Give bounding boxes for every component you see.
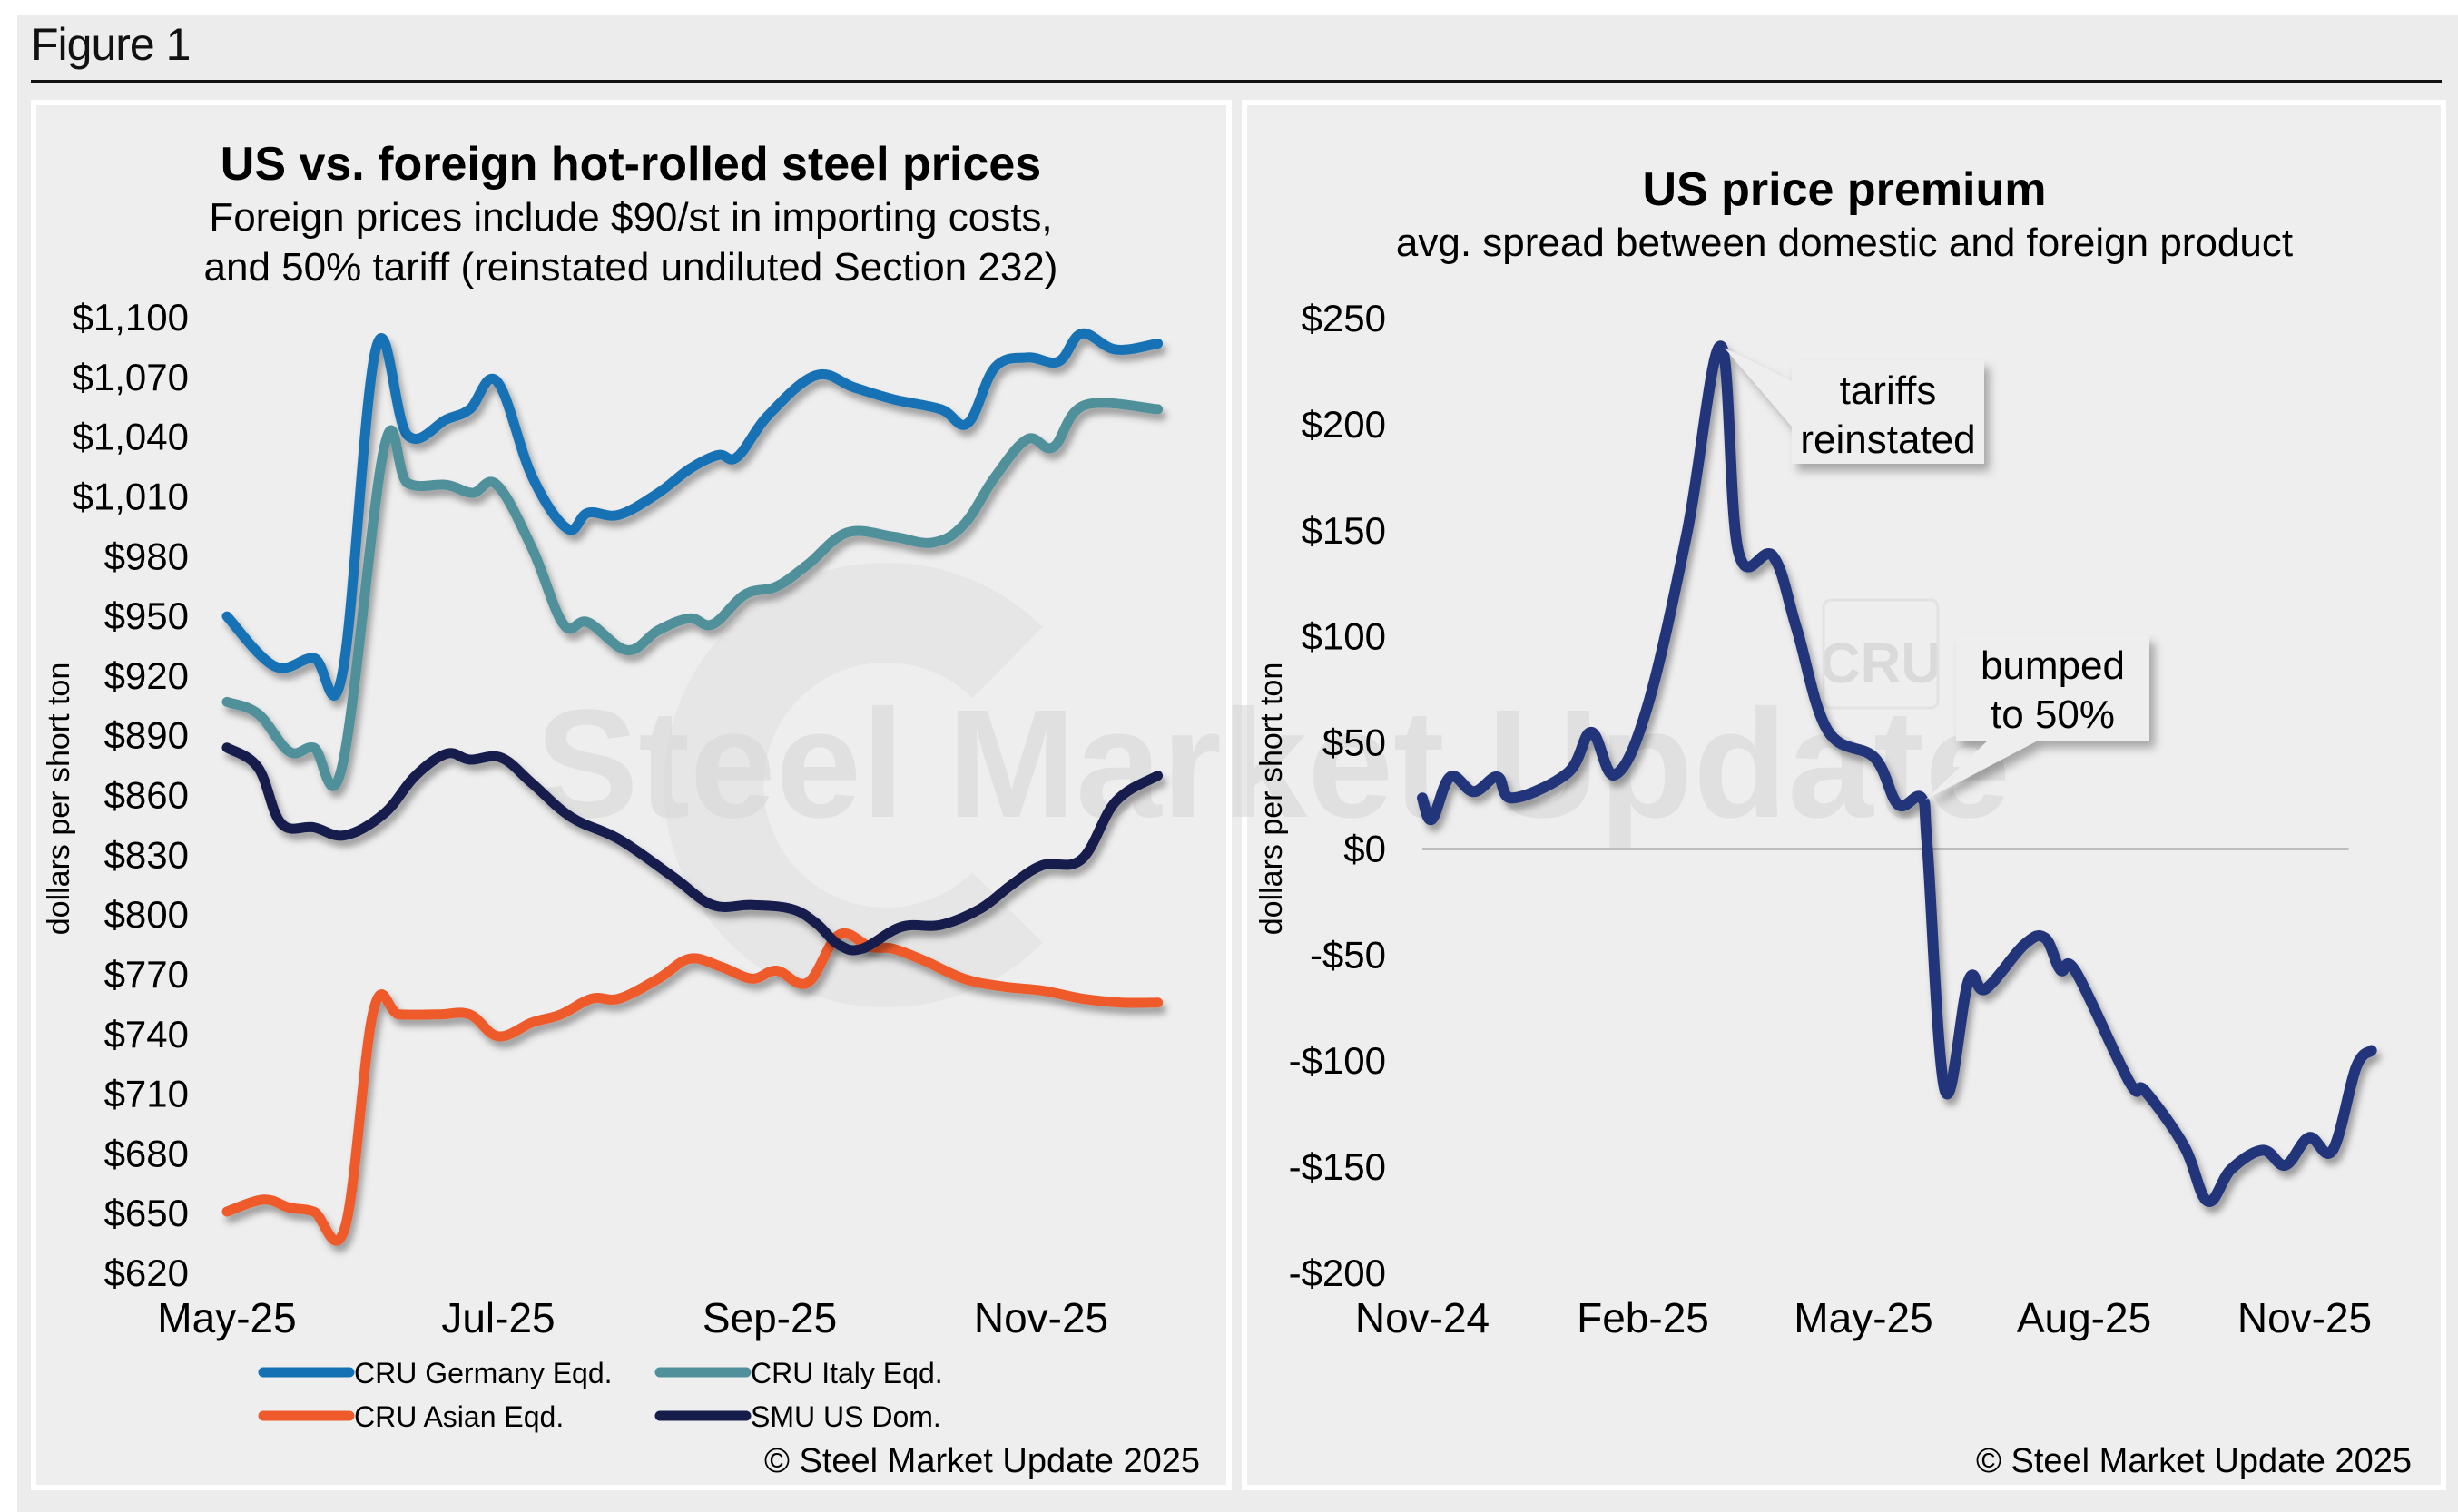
right-y-tick-label: $150 [1302,509,1386,552]
left-y-tick-label: $920 [104,654,189,697]
left-series-line-cru-asian-eqd [221,928,1164,1246]
left-series-line-cru-italy-eqd [221,398,1164,791]
left-y-tick-label: $620 [104,1252,189,1294]
left-y-tick-label: $680 [104,1132,189,1174]
legend-label: SMU US Dom. [751,1400,941,1433]
callout-text-line: tariffs [1840,368,1937,413]
right-y-tick-label: -$150 [1289,1145,1386,1188]
legend-item-smu-us-dom: SMU US Dom. [654,1400,941,1433]
left-x-tick-labels: May-25 Jul-25 Sep-25 Nov-25 [157,1294,1108,1341]
left-y-tick-label: $830 [104,833,189,876]
right-y-axis-label: dollars per short ton [1254,663,1289,936]
left-x-tick-label: Jul-25 [441,1294,555,1341]
callout-box [1924,635,2149,800]
left-y-tick-labels: $1,100 $1,070 $1,040 $1,010 $980 $950 $920 $890… [73,296,189,1294]
right-x-tick-labels: Nov-24 Feb-25 May-25 Aug-25 Nov-25 [1355,1294,2372,1341]
right-x-tick-label: Nov-25 [2237,1294,2372,1341]
figure-label: Figure 1 [31,19,191,70]
left-series-line-smu-us-dom [221,742,1164,956]
legend-label: CRU Asian Eqd. [354,1400,564,1433]
right-chart-title: US price premium [1642,163,2046,216]
right-x-tick-label: Nov-24 [1355,1294,1490,1341]
left-x-tick-label: Nov-25 [974,1294,1108,1341]
right-x-tick-label: May-25 [1794,1294,1932,1341]
watermark-logo-arc [664,563,1043,1007]
right-series-lines [1417,340,2377,1207]
left-chart: US vs. foreign hot-rolled steel prices F… [42,138,1200,1480]
legend-item-cru-italy-eqd: CRU Italy Eqd. [654,1357,943,1389]
left-legend: CRU Germany Eqd. CRU Italy Eqd. CRU Asian … [258,1357,943,1433]
left-chart-subtitle-line-1: Foreign prices include $90/st in importi… [209,195,1052,240]
right-y-tick-label: $250 [1302,297,1386,339]
watermark-group: Steel Market Update CRU [536,563,2011,1007]
legend-label: CRU Germany Eqd. [354,1357,613,1389]
left-chart-panel [31,100,1232,1490]
left-y-tick-label: $770 [104,953,189,996]
right-chart-subtitle: avg. spread between domestic and foreign… [1396,221,2293,265]
right-y-tick-label: -$200 [1289,1252,1386,1294]
left-chart-title: US vs. foreign hot-rolled steel prices [221,138,1041,191]
left-y-tick-label: $710 [104,1073,189,1115]
left-y-tick-label: $1,010 [73,475,189,517]
callout-text-line: bumped [1981,643,2125,688]
left-x-tick-label: Sep-25 [703,1294,837,1341]
figure-header-rule [31,80,2442,83]
right-x-tick-label: Feb-25 [1577,1294,1709,1341]
right-copyright: © Steel Market Update 2025 [1976,1442,2412,1480]
left-y-tick-label: $950 [104,594,189,637]
callout-box [1724,348,1984,464]
right-y-tick-label: $200 [1302,403,1386,446]
left-y-axis-label: dollars per short ton [42,663,76,936]
legend-item-cru-germany-eqd: CRU Germany Eqd. [258,1357,613,1389]
right-y-tick-label: -$100 [1289,1039,1386,1082]
left-x-tick-label: May-25 [157,1294,296,1341]
right-y-tick-label: $100 [1302,615,1386,658]
left-y-tick-label: $1,040 [73,416,189,458]
left-y-tick-label: $860 [104,774,189,817]
right-y-tick-label: -$50 [1310,933,1386,976]
left-y-tick-label: $890 [104,714,189,757]
left-series-line-cru-germany-eqd [221,328,1164,701]
left-y-tick-label: $740 [104,1013,189,1055]
callout-text-line: reinstated [1800,417,1975,462]
left-y-tick-label: $650 [104,1192,189,1234]
left-y-tick-label: $980 [104,535,189,577]
right-x-tick-label: Aug-25 [2017,1294,2151,1341]
left-y-tick-label: $1,100 [73,296,189,339]
right-y-tick-label: $0 [1343,827,1386,869]
watermark-text-cru: CRU [1820,633,1942,695]
left-series-lines [221,328,1164,1246]
right-y-tick-labels: $250 $200 $150 $100 $50 $0 -$50 -$100 -$150 -$200 [1289,297,1386,1294]
right-series-line-us-price-premium [1417,340,2377,1207]
watermark-text-bold: Steel Market Update [536,678,2011,850]
legend-label: CRU Italy Eqd. [751,1357,943,1389]
right-chart: US price premium avg. spread between dom… [1254,163,2412,1480]
legend-item-cru-asian-eqd: CRU Asian Eqd. [258,1400,564,1433]
right-y-tick-label: $50 [1322,722,1386,764]
callout-text-line: to 50% [1991,692,2115,737]
left-y-tick-label: $800 [104,893,189,936]
watermark-cru-box [1822,598,1940,710]
left-y-tick-label: $1,070 [73,356,189,398]
left-copyright: © Steel Market Update 2025 [764,1442,1200,1480]
left-chart-subtitle-line-2: and 50% tariff (reinstated undiluted Sec… [204,245,1058,290]
